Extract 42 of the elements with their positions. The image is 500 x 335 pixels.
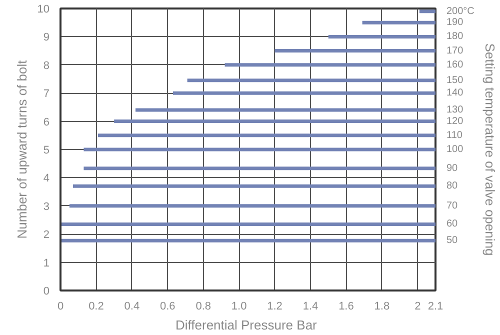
- series-label: 200°C: [446, 6, 474, 17]
- x-tick-label: 1.8: [374, 300, 390, 312]
- y-tick-label: 4: [43, 172, 50, 185]
- series-label: 180: [446, 31, 464, 42]
- x-tick-label: 2.1: [428, 300, 444, 312]
- x-tick-label: 0.6: [160, 300, 176, 312]
- y-tick-label: 1: [43, 257, 50, 270]
- y-tick-label: 0: [43, 286, 50, 298]
- x-tick-label: 0.4: [124, 300, 140, 312]
- series-label: 100: [446, 144, 464, 155]
- series-label: 170: [446, 45, 464, 56]
- y-tick-label: 5: [43, 144, 50, 156]
- series-label: 150: [446, 74, 464, 86]
- series-label: 110: [446, 130, 463, 141]
- x-tick-label: 0.2: [88, 300, 104, 312]
- x-tick-label: 1.2: [267, 300, 282, 312]
- series-label: 130: [446, 104, 464, 116]
- y-tick-label: 8: [43, 60, 50, 72]
- series-label: 90: [446, 162, 458, 174]
- x-tick-label: 0: [57, 300, 64, 312]
- series-label: 160: [446, 59, 464, 70]
- series-label: 80: [446, 180, 458, 192]
- y-tick-label: 6: [43, 116, 50, 128]
- x-tick-label: 1.0: [231, 300, 247, 312]
- series-label: 70: [446, 200, 458, 212]
- y-tick-label: 7: [43, 88, 50, 100]
- series-label: 140: [446, 88, 464, 99]
- series-label: 60: [446, 218, 458, 230]
- y-axis-title: Number of upward turns of bolt: [14, 60, 30, 239]
- x-tick-label: 2: [414, 300, 421, 312]
- x-tick-label: 1.6: [338, 300, 354, 312]
- y-tick-label: 10: [37, 4, 50, 16]
- y2-axis-title: Setting temperature of valve opening: [482, 43, 498, 256]
- series-label: 120: [446, 116, 464, 127]
- y-tick-label: 9: [43, 32, 50, 44]
- series-label: 50: [446, 235, 458, 246]
- x-axis-title: Differential Pressure Bar: [176, 318, 318, 332]
- y-tick-label: 3: [43, 200, 50, 213]
- x-tick-label: 0.8: [196, 300, 212, 312]
- y-tick-label: 2: [43, 229, 50, 242]
- x-tick-label: 1.4: [302, 300, 318, 312]
- series-label: 190: [446, 17, 464, 28]
